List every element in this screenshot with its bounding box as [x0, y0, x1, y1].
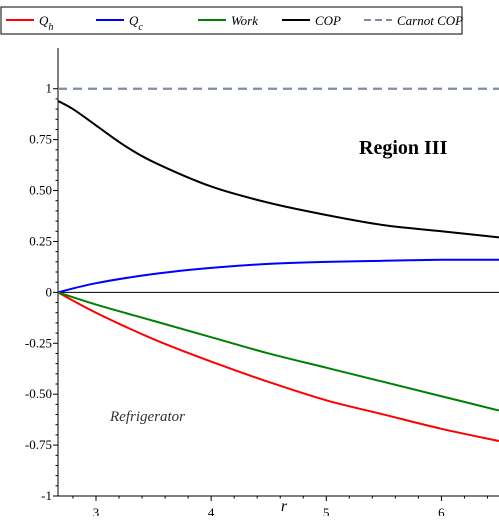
plot-area	[57, 87, 499, 442]
series-line-cop	[57, 100, 499, 239]
legend-label-cop: COP	[315, 13, 341, 28]
y-tick-label: 0	[46, 284, 53, 299]
refrigerator-annotation: Refrigerator	[109, 409, 185, 425]
y-tick-label: 0.75	[29, 132, 52, 147]
y-tick-label: 0.25	[29, 233, 52, 248]
series-line-q-c	[57, 258, 499, 294]
axes: 1 0.75 0.50 0.25 0 -0.25 -0.50 -0.75 -1 3 4 5 6	[25, 48, 499, 520]
legend-label-work: Work	[231, 13, 258, 28]
legend: Qh Qc Work COP Carnot COP	[0, 6, 463, 35]
y-tick-label: -0.25	[25, 335, 52, 350]
x-axis-label: r	[281, 498, 288, 515]
series-line-q-h	[57, 291, 499, 442]
series-line-work	[57, 291, 499, 412]
y-tick-label: 0.50	[29, 183, 52, 198]
y-tick-label: -1	[41, 488, 52, 503]
legend-label-carnot-cop: Carnot COP	[397, 13, 463, 28]
x-tick-label: 3	[93, 505, 100, 516]
y-tick-label: -0.50	[25, 386, 52, 401]
x-tick-label: 4	[208, 505, 215, 516]
legend-box	[0, 6, 463, 35]
region-annotation: Region III	[359, 137, 448, 159]
x-tick-label: 5	[323, 505, 330, 516]
y-tick-label: 1	[46, 81, 53, 96]
y-tick-label: -0.75	[25, 437, 52, 452]
x-tick-label: 6	[438, 505, 445, 516]
